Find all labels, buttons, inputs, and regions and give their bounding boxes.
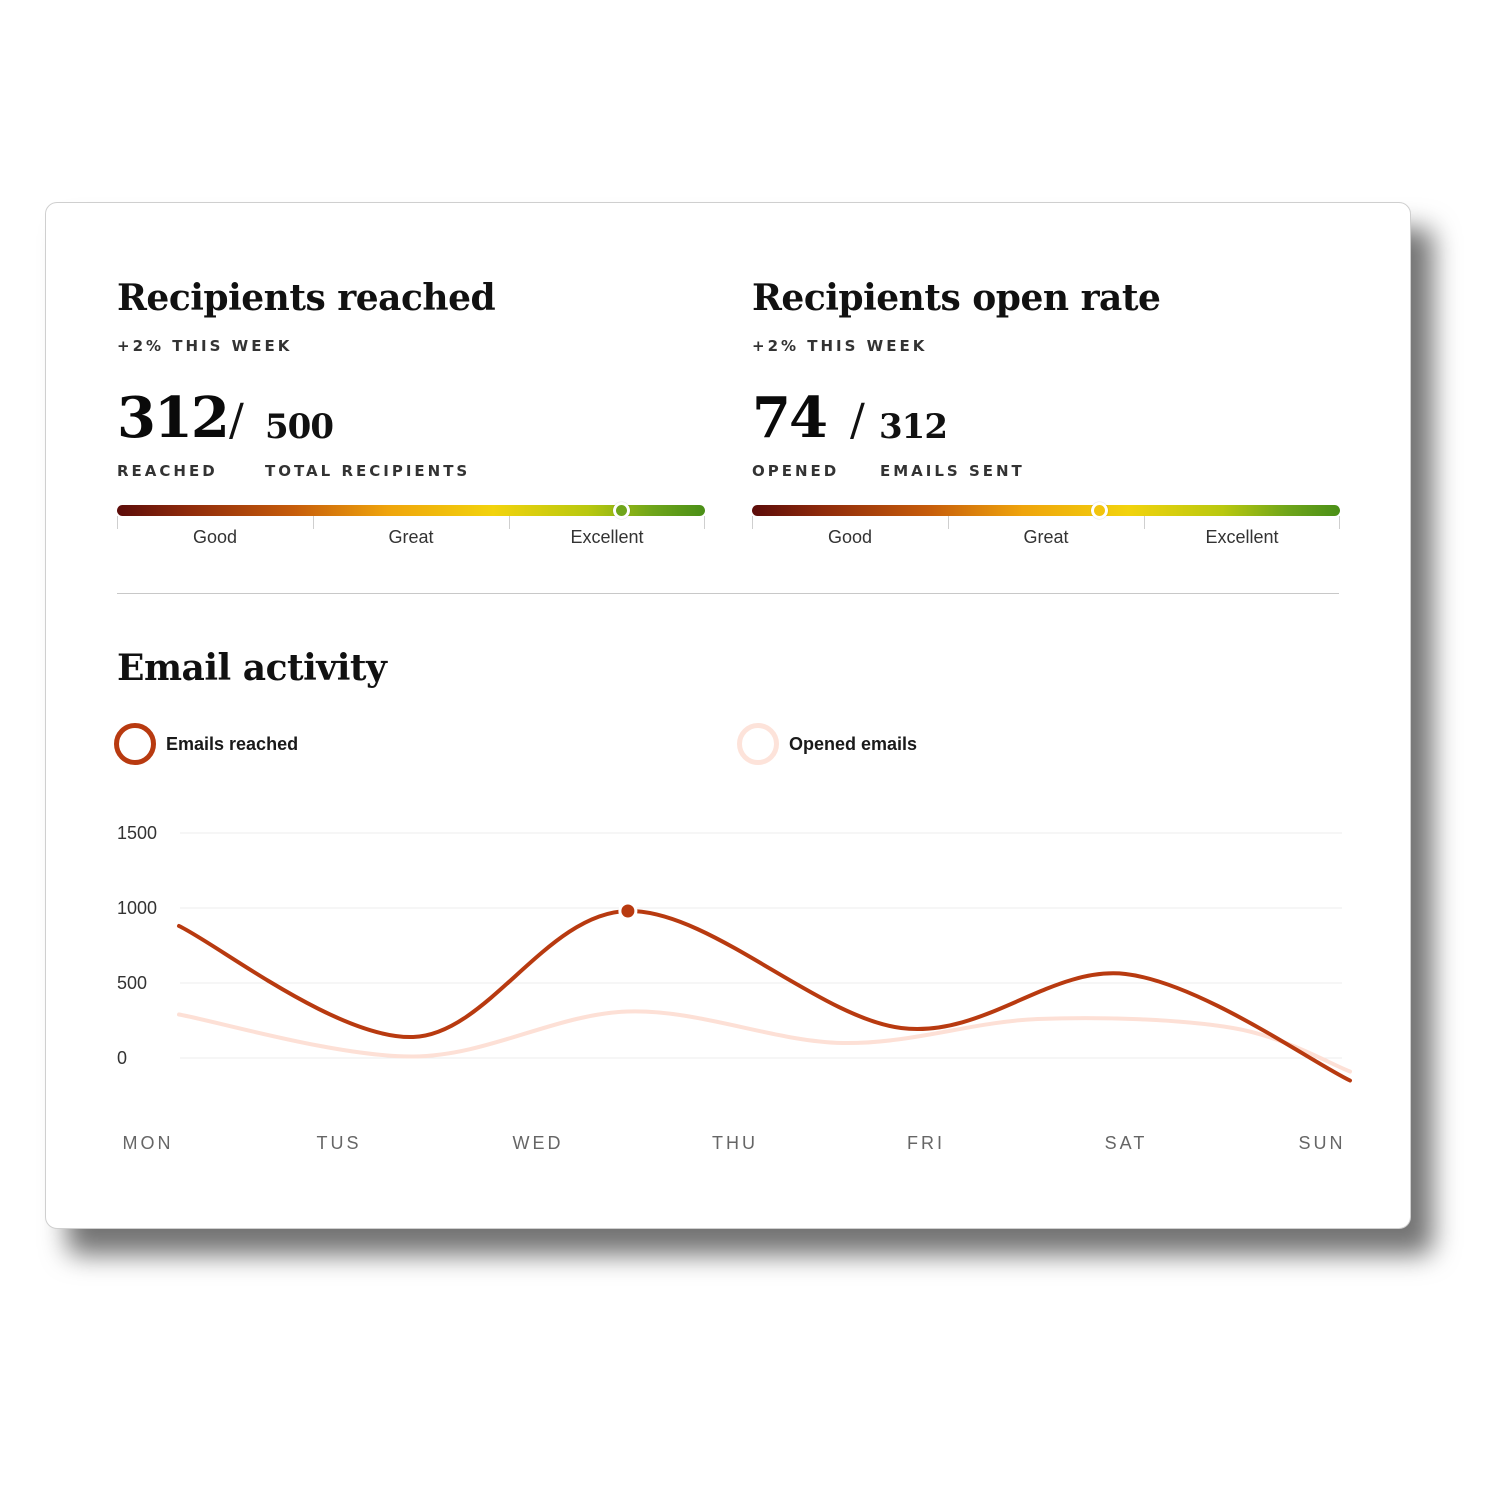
legend-ring-icon <box>114 723 156 765</box>
section-divider <box>117 593 1339 594</box>
metric-value: 74 <box>752 385 828 451</box>
metric-total: 500 <box>265 407 334 447</box>
email-activity-chart: 0 500 1000 1500 MON TUS WED THU FRI SAT SUN <box>117 823 1352 1153</box>
highlight-point <box>618 901 638 921</box>
x-tick-label: THU <box>712 1133 758 1153</box>
scale-label-excellent: Excellent <box>1205 527 1279 547</box>
scale-tick <box>1339 516 1340 529</box>
metric-change: +2% THIS WEEK <box>117 337 293 355</box>
scale-tick <box>704 516 705 529</box>
scale-label-great: Great <box>1023 527 1069 547</box>
scale-tick <box>1144 516 1145 529</box>
y-tick-label: 1500 <box>117 823 157 843</box>
scale-tick <box>117 516 118 529</box>
y-tick-label: 500 <box>117 973 147 993</box>
scale-label-good: Good <box>192 527 238 547</box>
rating-gradient-bar <box>117 505 705 516</box>
metric-total: 312 <box>879 407 948 447</box>
scale-tick <box>752 516 753 529</box>
scale-label-great: Great <box>388 527 434 547</box>
scale-label-good: Good <box>827 527 873 547</box>
x-tick-label: MON <box>123 1133 174 1153</box>
x-tick-label: FRI <box>907 1133 945 1153</box>
dashboard-card: Recipients reached +2% THIS WEEK 312 / 5… <box>45 202 1411 1229</box>
legend-label: Opened emails <box>789 734 918 754</box>
metric-title: Recipients open rate <box>752 277 1161 319</box>
scale-tick <box>509 516 510 529</box>
y-tick-label: 1000 <box>117 898 157 918</box>
metric-value-label: REACHED <box>117 462 218 480</box>
scale-tick <box>948 516 949 529</box>
rating-scale: Good Great Excellent <box>117 502 705 549</box>
scale-tick <box>313 516 314 529</box>
x-tick-label: SAT <box>1105 1133 1148 1153</box>
x-tick-label: TUS <box>317 1133 362 1153</box>
y-tick-label: 0 <box>117 1048 127 1068</box>
metric-change: +2% THIS WEEK <box>752 337 928 355</box>
legend-label: Emails reached <box>166 734 299 754</box>
metric-value-label: OPENED <box>752 462 840 480</box>
metric-total-label: EMAILS SENT <box>880 462 1025 480</box>
scale-label-excellent: Excellent <box>570 527 644 547</box>
series-line-opened-emails <box>177 1009 1352 1074</box>
metric-slash: / <box>850 395 865 446</box>
metric-total-label: TOTAL RECIPIENTS <box>265 462 471 480</box>
rating-gradient-bar <box>752 505 1340 516</box>
legend-ring-icon <box>737 723 779 765</box>
x-tick-label: WED <box>513 1133 564 1153</box>
rating-marker <box>612 502 630 519</box>
metric-value: 312 <box>117 385 230 451</box>
series-line-emails-reached <box>177 908 1352 1083</box>
metric-slash: / <box>229 395 244 446</box>
section-title: Email activity <box>117 647 387 689</box>
x-tick-label: SUN <box>1298 1133 1345 1153</box>
rating-marker <box>1090 502 1108 519</box>
metric-title: Recipients reached <box>117 277 496 319</box>
rating-scale: Good Great Excellent <box>752 502 1340 549</box>
